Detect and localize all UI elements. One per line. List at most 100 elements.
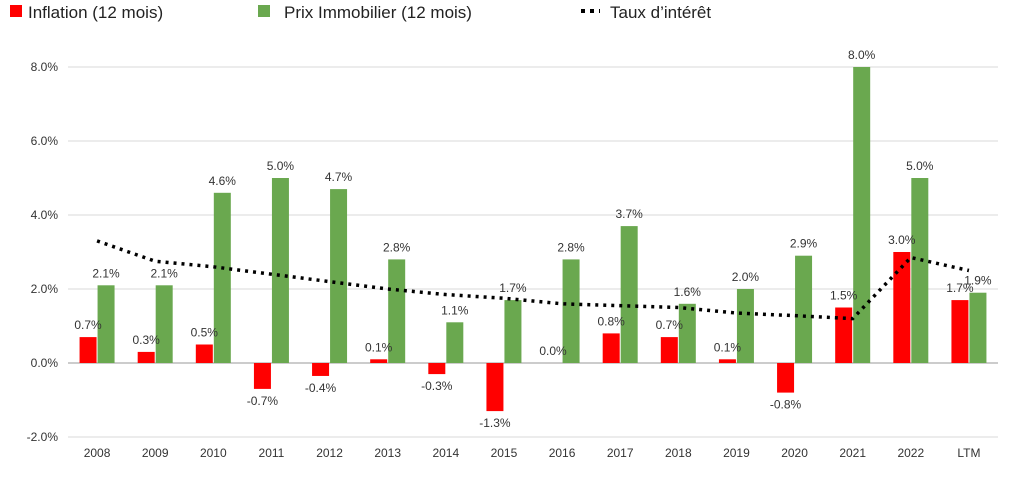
housing-price-data-label: 2.9%	[790, 237, 818, 251]
housing-price-data-label: 1.6%	[674, 285, 702, 299]
inflation-bar	[253, 363, 271, 389]
housing-price-data-label: 4.7%	[325, 170, 353, 184]
inflation-bar	[660, 337, 678, 363]
legend-entry-inflation: Inflation (12 mois)	[10, 3, 163, 22]
housing-price-bar	[97, 285, 115, 363]
inflation-data-label: -0.8%	[770, 398, 802, 412]
inflation-data-label: -1.3%	[479, 416, 511, 430]
y-tick-label: 2.0%	[31, 282, 59, 296]
legend-swatch-prix-immobilier	[258, 5, 270, 17]
inflation-data-label: 1.5%	[830, 289, 858, 303]
x-tick-label: 2016	[549, 446, 576, 460]
y-tick-label: 0.0%	[31, 356, 59, 370]
housing-price-data-label: 2.1%	[92, 266, 120, 280]
inflation-data-label: 0.5%	[191, 326, 219, 340]
y-tick-label: -2.0%	[27, 430, 59, 444]
housing-price-data-label: 5.0%	[267, 159, 295, 173]
x-tick-label: LTM	[957, 446, 980, 460]
x-tick-label: 2010	[200, 446, 227, 460]
inflation-data-label: 0.1%	[714, 340, 742, 354]
housing-price-bar	[678, 303, 696, 363]
legend-label-prix-immobilier: Prix Immobilier (12 mois)	[284, 3, 472, 22]
housing-price-bar	[969, 292, 987, 363]
inflation-bar	[893, 252, 911, 363]
housing-price-bar	[213, 192, 231, 363]
bars	[79, 67, 987, 412]
inflation-data-label: 0.7%	[74, 318, 102, 332]
x-tick-label: 2014	[432, 446, 459, 460]
legend-entry-prix-immobilier: Prix Immobilier (12 mois)	[258, 3, 472, 22]
housing-price-data-label: 1.1%	[441, 303, 469, 317]
housing-price-bar	[271, 178, 289, 363]
inflation-data-label: 0.0%	[539, 344, 567, 358]
x-tick-label: 2012	[316, 446, 343, 460]
x-tick-label: 2022	[897, 446, 924, 460]
inflation-data-label: 0.1%	[365, 340, 393, 354]
x-tick-label: 2008	[84, 446, 111, 460]
legend-label-inflation: Inflation (12 mois)	[28, 3, 163, 22]
x-tick-label: 2011	[259, 446, 285, 460]
y-tick-label: 4.0%	[31, 208, 59, 222]
inflation-bar	[370, 359, 388, 363]
housing-price-data-label: 2.8%	[383, 240, 411, 254]
inflation-data-label: 0.3%	[133, 333, 161, 347]
inflation-bar	[195, 344, 213, 363]
inflation-bar	[951, 300, 969, 363]
inflation-bar	[79, 337, 97, 363]
housing-price-data-label: 1.7%	[499, 281, 527, 295]
inflation-bar	[718, 359, 736, 363]
housing-price-bar	[446, 322, 464, 363]
inflation-bar	[137, 351, 155, 363]
interest-rate-series-line	[96, 239, 970, 321]
housing-price-bar	[504, 300, 522, 363]
housing-price-data-label: 1.9%	[964, 274, 992, 288]
housing-price-data-label: 8.0%	[848, 48, 876, 62]
housing-price-bar	[736, 289, 754, 363]
inflation-bar	[835, 307, 853, 363]
legend-label-taux-interet: Taux d’intérêt	[610, 3, 711, 22]
inflation-data-label: -0.7%	[247, 394, 279, 408]
inflation-data-label: 1.7%	[946, 281, 974, 295]
x-tick-label: 2015	[491, 446, 518, 460]
housing-price-data-label: 3.7%	[616, 207, 644, 221]
housing-price-data-label: 4.6%	[209, 174, 237, 188]
x-tick-label: 2009	[142, 446, 169, 460]
x-tick-label: 2019	[723, 446, 750, 460]
data-labels: 0.7% 2.1% 0.3% 2.1% 0.5% 4.6% -0.7% 5.0% -0.4% 4.…	[74, 48, 992, 430]
inflation-data-label: 0.8%	[598, 314, 626, 328]
inflation-bar	[312, 363, 330, 376]
x-axis: 2008 2009 2010 2011 2012 2013 2014 2015 2016 2017…	[84, 446, 981, 460]
housing-price-data-label: 2.1%	[151, 266, 179, 280]
x-tick-label: 2013	[374, 446, 401, 460]
x-tick-label: 2018	[665, 446, 692, 460]
housing-price-data-label: 5.0%	[906, 159, 934, 173]
x-tick-label: 2017	[607, 446, 634, 460]
housing-price-bar	[388, 259, 406, 363]
housing-price-bar	[155, 285, 173, 363]
y-tick-label: 8.0%	[31, 60, 59, 74]
housing-price-bar	[562, 259, 580, 363]
legend-swatch-inflation	[10, 5, 22, 17]
inflation-bar	[486, 363, 504, 412]
inflation-data-label: -0.3%	[421, 379, 453, 393]
legend: Inflation (12 mois) Prix Immobilier (12 …	[10, 3, 711, 22]
interest-rate-line	[96, 239, 970, 321]
inflation-data-label: 3.0%	[888, 233, 916, 247]
housing-price-data-label: 2.0%	[732, 270, 760, 284]
housing-price-bar	[853, 67, 871, 363]
inflation-bar	[602, 333, 620, 363]
y-axis: -2.0% 0.0% 2.0% 4.0% 6.0% 8.0%	[27, 60, 59, 444]
housing-price-bar	[911, 178, 929, 363]
legend-entry-taux-interet: Taux d’intérêt	[581, 3, 711, 22]
inflation-data-label: -0.4%	[305, 381, 337, 395]
housing-price-bar	[620, 226, 638, 363]
x-tick-label: 2021	[839, 446, 866, 460]
x-tick-label: 2020	[781, 446, 808, 460]
y-tick-label: 6.0%	[31, 134, 59, 148]
inflation-data-label: 0.7%	[656, 318, 684, 332]
inflation-bar	[428, 363, 446, 375]
housing-price-bar	[330, 189, 348, 363]
housing-price-bar	[795, 255, 813, 363]
inflation-bar	[777, 363, 795, 393]
